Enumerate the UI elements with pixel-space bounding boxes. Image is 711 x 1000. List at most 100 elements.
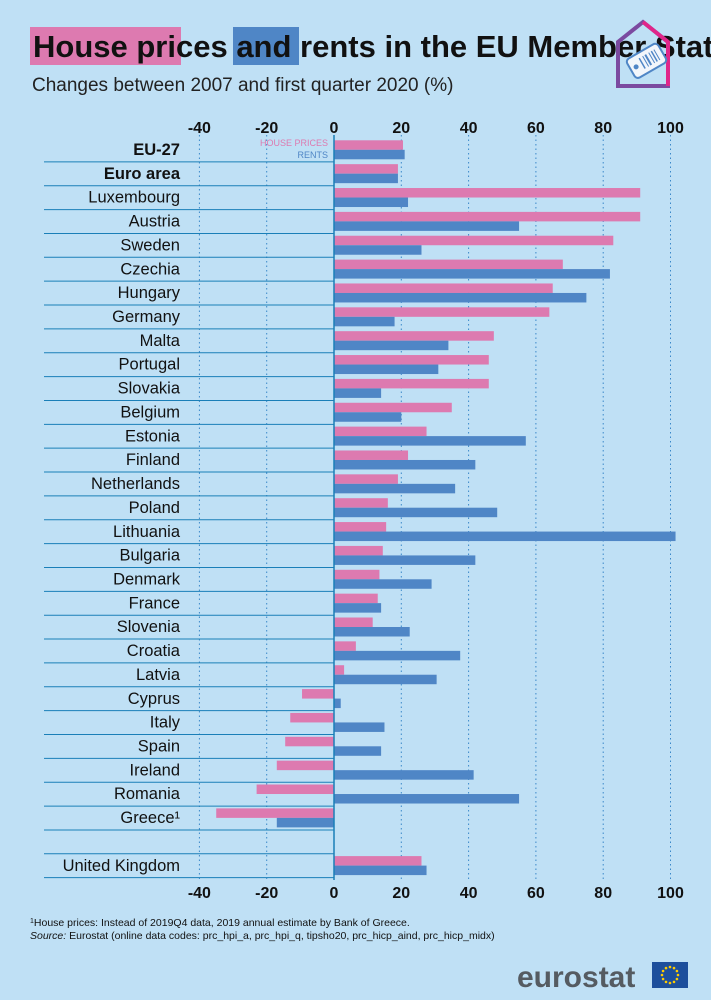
- category-label: Cyprus: [128, 690, 180, 708]
- category-label: United Kingdom: [63, 857, 180, 875]
- bar-house-prices: [334, 378, 489, 389]
- x-tick-label-top: 40: [460, 120, 478, 137]
- bar-rents: [334, 245, 422, 255]
- x-tick-label-top: 60: [527, 120, 545, 137]
- bar-house-prices: [334, 235, 614, 246]
- category-label: Czechia: [120, 260, 180, 278]
- bar-rents: [334, 459, 476, 470]
- bar-house-prices: [334, 259, 563, 270]
- bar-house-prices: [334, 474, 398, 484]
- source-text: Eurostat (online data codes: prc_hpi_a, …: [66, 930, 494, 942]
- eu-flag-star: [672, 980, 676, 984]
- category-label: Denmark: [113, 570, 181, 588]
- eu-flag-star: [668, 981, 672, 985]
- category-label: Romania: [114, 785, 181, 803]
- title-rents: rents: [300, 29, 376, 64]
- bar-rents: [334, 794, 520, 804]
- bar-house-prices: [334, 522, 387, 532]
- bar-rents: [334, 269, 610, 279]
- eu-flag-star: [664, 980, 668, 984]
- category-label: France: [129, 594, 180, 612]
- x-tick-label-bottom: 40: [460, 885, 478, 902]
- bar-rents: [276, 817, 334, 828]
- legend-house-prices: HOUSE PRICES: [260, 138, 328, 148]
- bar-house-prices: [334, 355, 489, 365]
- bar-rents: [334, 531, 676, 542]
- bar-rents: [334, 412, 402, 422]
- bar-rents: [334, 674, 437, 685]
- bar-rents: [334, 340, 449, 351]
- title-highlight-house-prices: [30, 27, 181, 65]
- x-tick-label-bottom: 100: [657, 885, 684, 902]
- bar-rents: [334, 650, 461, 661]
- bar-house-prices: [334, 641, 356, 651]
- eu-flag-star: [675, 977, 679, 981]
- bar-house-prices: [256, 784, 334, 795]
- legend-rents: RENTS: [297, 150, 328, 160]
- bar-house-prices: [334, 426, 427, 437]
- bar-rents: [334, 436, 526, 446]
- x-tick-label-top: -20: [255, 120, 278, 137]
- category-label: Hungary: [118, 284, 181, 302]
- eu-flag-star: [664, 966, 668, 970]
- source-label: Source:: [30, 930, 66, 942]
- bar-house-prices: [334, 665, 345, 675]
- bar-house-prices: [334, 450, 409, 460]
- x-tick-label-bottom: 60: [527, 885, 545, 902]
- bar-rents: [334, 197, 409, 208]
- bar-rents: [334, 388, 382, 398]
- x-tick-label-top: 20: [392, 120, 410, 137]
- x-tick-label-bottom: -20: [255, 885, 278, 902]
- category-label: Spain: [138, 738, 180, 756]
- category-label: Ireland: [130, 761, 180, 779]
- x-tick-label-top: 0: [330, 120, 339, 137]
- category-label: Sweden: [120, 236, 180, 254]
- bar-house-prices: [216, 808, 334, 818]
- category-labels: EU-27 Euro area Luxembourg Austria Sweden Cze…: [63, 141, 181, 875]
- category-label: Luxembourg: [88, 189, 180, 207]
- bar-rents: [334, 579, 432, 589]
- legend: HOUSE PRICES RENTS: [260, 138, 328, 160]
- category-label: Slovenia: [117, 618, 181, 636]
- bar-house-prices: [285, 736, 334, 747]
- bar-rents: [334, 483, 456, 494]
- category-label: Portugal: [119, 356, 180, 374]
- bar-rents: [334, 316, 395, 327]
- bar-house-prices: [290, 712, 334, 723]
- bar-house-prices: [302, 689, 334, 699]
- eu-flag-star: [660, 973, 664, 977]
- eu-flag-star: [661, 977, 665, 981]
- bar-rents: [334, 865, 427, 876]
- category-label: Netherlands: [91, 475, 180, 493]
- category-label: Finland: [126, 451, 180, 469]
- bar-rents: [334, 507, 498, 518]
- eu-flag-star: [668, 965, 672, 969]
- category-label: Estonia: [125, 427, 181, 445]
- bar-house-prices: [276, 760, 334, 771]
- footnote: 1House prices: Instead of 2019Q4 data, 2…: [30, 917, 410, 929]
- eu-flag-star: [672, 966, 676, 970]
- bars: [216, 140, 676, 876]
- bar-house-prices: [334, 498, 388, 508]
- bar-rents: [334, 770, 474, 780]
- x-tick-label-bottom: -40: [188, 885, 211, 902]
- category-label: Italy: [150, 714, 181, 732]
- price-tag-icon: [616, 19, 670, 88]
- eu-flag-star: [675, 969, 679, 973]
- bar-house-prices: [334, 402, 452, 413]
- category-label: Germany: [112, 308, 181, 326]
- bar-house-prices: [334, 140, 403, 150]
- x-tick-label-bottom: 0: [330, 885, 339, 902]
- category-label: Austria: [129, 213, 181, 231]
- bar-rents: [334, 364, 439, 375]
- chart-subtitle: Changes between 2007 and first quarter 2…: [32, 75, 453, 96]
- category-label: Bulgaria: [119, 547, 180, 565]
- bar-rents: [334, 746, 382, 756]
- bar-house-prices: [334, 164, 398, 174]
- bar-house-prices: [334, 569, 380, 580]
- bar-house-prices: [334, 188, 641, 198]
- footnote-marker: 1: [30, 918, 34, 925]
- eu-flag-icon: [652, 962, 688, 988]
- bar-rents: [334, 173, 398, 184]
